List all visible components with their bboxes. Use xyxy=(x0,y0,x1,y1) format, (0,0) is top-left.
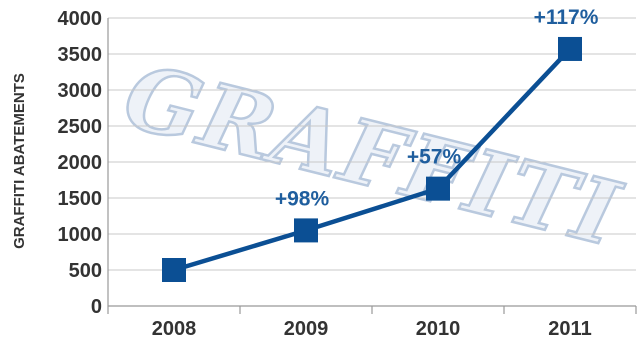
series-markers xyxy=(162,36,582,282)
x-tick-label: 2010 xyxy=(416,318,461,340)
y-tick-label: 0 xyxy=(91,296,102,318)
x-tick-label: 2008 xyxy=(152,318,197,340)
y-tick-label: 4000 xyxy=(58,8,103,30)
growth-annotation: +57% xyxy=(407,146,462,169)
data-point-2009 xyxy=(294,218,318,243)
y-tick-label: 3500 xyxy=(58,44,103,66)
data-point-2010 xyxy=(426,176,450,201)
x-tick-label: 2011 xyxy=(548,318,591,340)
data-point-2011 xyxy=(558,36,582,61)
x-tick-label: 2009 xyxy=(284,318,329,340)
y-tick-label: 1000 xyxy=(58,224,103,246)
y-tick-labels: 0 500 1000 1500 2000 2500 3000 3500 4000 xyxy=(58,8,103,318)
growth-annotation: +117% xyxy=(534,6,599,29)
data-point-2008 xyxy=(162,258,186,282)
x-tick-labels: 2008 2009 2010 2011 xyxy=(152,318,592,340)
y-tick-label: 2500 xyxy=(58,116,103,138)
gridlines xyxy=(108,17,636,271)
series-line xyxy=(173,47,572,273)
y-tick-label: 2000 xyxy=(58,152,103,174)
annotations: +98% +57% +117% xyxy=(275,6,599,210)
growth-annotation: +98% xyxy=(275,187,330,210)
y-tick-label: 500 xyxy=(69,260,102,282)
axes xyxy=(107,18,637,314)
graffiti-watermark-text: GRAFFITI xyxy=(115,43,631,266)
y-tick-label: 1500 xyxy=(58,188,103,210)
series-line xyxy=(173,47,572,273)
y-axis-label: GRAFFITI ABATEMENTS xyxy=(11,73,28,249)
y-tick-label: 3000 xyxy=(58,80,103,102)
graffiti-watermark: GRAFFITI xyxy=(114,42,633,268)
